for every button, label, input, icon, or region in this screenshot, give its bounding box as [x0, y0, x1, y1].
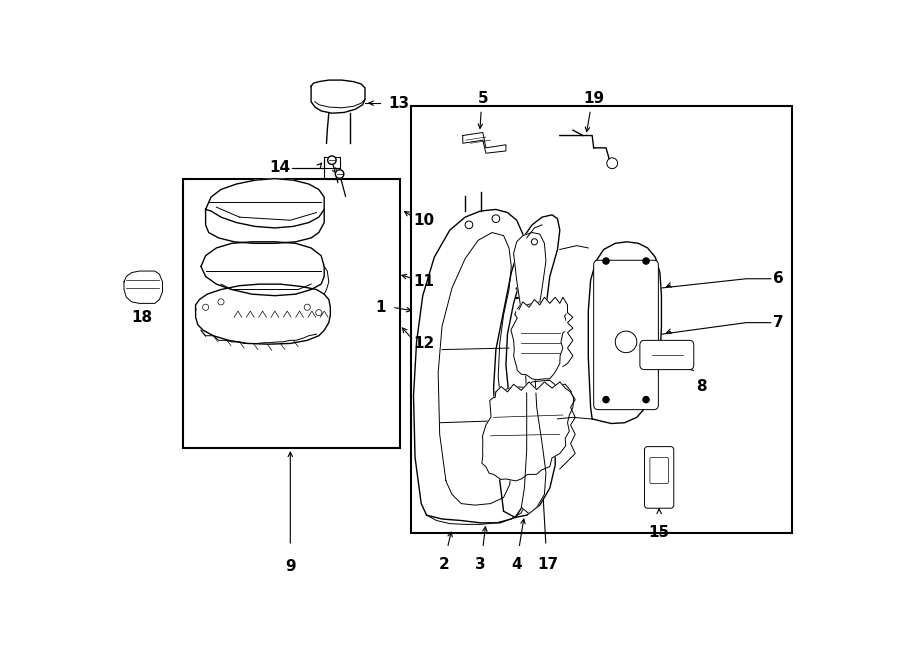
Text: 17: 17: [537, 557, 558, 572]
Polygon shape: [493, 215, 560, 518]
Polygon shape: [482, 380, 573, 481]
FancyBboxPatch shape: [644, 447, 674, 508]
FancyBboxPatch shape: [650, 457, 669, 484]
Circle shape: [328, 156, 336, 165]
Text: 7: 7: [773, 315, 784, 330]
Text: 13: 13: [388, 96, 410, 110]
Text: 5: 5: [478, 91, 488, 106]
Polygon shape: [195, 284, 330, 344]
Polygon shape: [562, 313, 573, 367]
Text: 4: 4: [511, 557, 522, 572]
Polygon shape: [514, 233, 546, 514]
Polygon shape: [311, 80, 365, 113]
Text: 3: 3: [475, 557, 486, 572]
FancyBboxPatch shape: [594, 260, 659, 410]
Text: 19: 19: [583, 91, 604, 106]
Text: 11: 11: [413, 274, 435, 290]
Text: 18: 18: [131, 309, 152, 325]
Text: 1: 1: [375, 299, 386, 315]
Polygon shape: [517, 297, 568, 313]
Text: 2: 2: [439, 557, 450, 572]
Polygon shape: [496, 382, 571, 392]
Bar: [183, 178, 400, 448]
FancyBboxPatch shape: [640, 340, 694, 369]
Polygon shape: [124, 271, 163, 303]
Bar: [411, 106, 792, 533]
Text: 9: 9: [285, 559, 295, 574]
Polygon shape: [511, 301, 568, 379]
Polygon shape: [589, 242, 662, 424]
Circle shape: [336, 170, 344, 178]
Polygon shape: [201, 242, 324, 295]
Text: 8: 8: [697, 379, 706, 394]
Text: 10: 10: [413, 213, 435, 228]
Circle shape: [643, 258, 649, 264]
Text: 14: 14: [269, 161, 291, 175]
Text: 12: 12: [413, 336, 435, 351]
Circle shape: [603, 258, 609, 264]
Circle shape: [643, 397, 649, 403]
Circle shape: [603, 397, 609, 403]
Text: 16: 16: [513, 287, 535, 301]
Polygon shape: [463, 132, 506, 153]
Text: 6: 6: [773, 271, 784, 286]
Text: 15: 15: [649, 525, 670, 540]
Polygon shape: [205, 210, 324, 243]
Polygon shape: [205, 178, 324, 228]
Polygon shape: [413, 210, 526, 523]
